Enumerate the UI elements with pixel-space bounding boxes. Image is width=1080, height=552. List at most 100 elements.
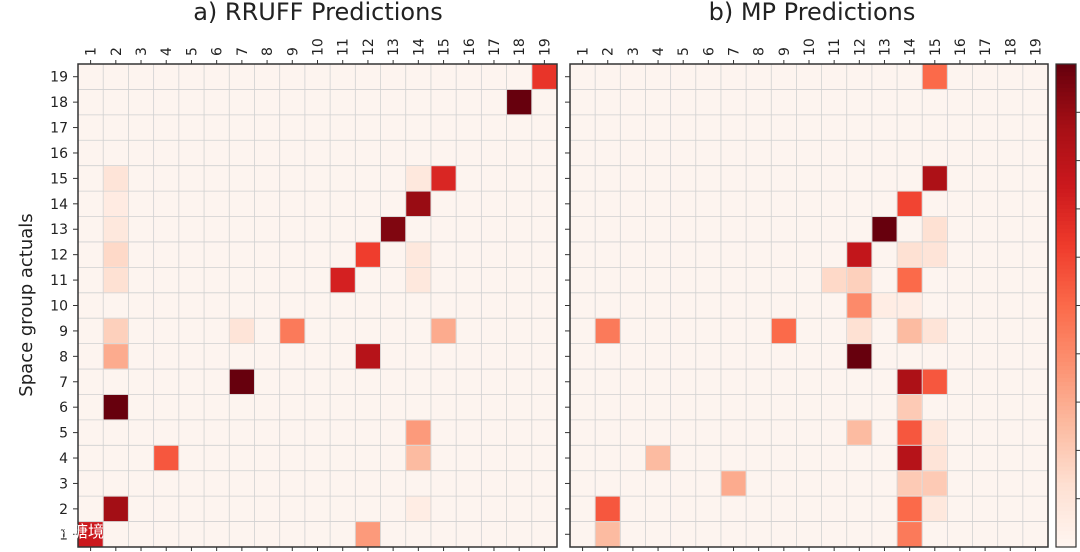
rruff-ytick-label-1: 1 bbox=[59, 527, 68, 543]
rruff-cell-a6-p2 bbox=[103, 394, 128, 420]
rruff-cell-a11-p2 bbox=[103, 267, 128, 293]
mp-cell-a12-p14 bbox=[897, 242, 922, 267]
colorbar-step bbox=[1056, 466, 1076, 472]
rruff-cell-a2-p14 bbox=[406, 496, 431, 522]
mp-cell-a11-p11 bbox=[822, 267, 847, 293]
rruff-xtick-label-19: 19 bbox=[537, 38, 553, 56]
rruff-cell-a9-p7 bbox=[229, 318, 254, 344]
mp-cell-a9-p14 bbox=[897, 318, 922, 344]
rruff-cell-a12-p2 bbox=[103, 242, 128, 267]
colorbar-step bbox=[1056, 168, 1076, 174]
mp-cell-a5-p12 bbox=[847, 420, 872, 445]
mp-xtick-label-16: 16 bbox=[953, 38, 969, 56]
rruff-ytick-label-14: 14 bbox=[50, 197, 68, 213]
rruff-cell-a7-p7 bbox=[229, 369, 254, 394]
mp-xtick-label-3: 3 bbox=[626, 47, 642, 56]
colorbar-step bbox=[1056, 502, 1076, 508]
mp-xtick-label-17: 17 bbox=[978, 38, 994, 56]
colorbar-step bbox=[1056, 148, 1076, 154]
colorbar-step bbox=[1056, 446, 1076, 451]
rruff-cell-a9-p15 bbox=[431, 318, 456, 344]
colorbar-step bbox=[1056, 450, 1076, 456]
colorbar-step bbox=[1056, 84, 1076, 89]
rruff-xtick-label-5: 5 bbox=[184, 47, 200, 56]
rruff-ytick-label-5: 5 bbox=[59, 426, 68, 442]
mp-cell-a7-p14 bbox=[897, 369, 922, 394]
rruff-chart-title: a) RRUFF Predictions bbox=[193, 0, 443, 26]
rruff-ytick-label-2: 2 bbox=[59, 502, 68, 518]
mp-cell-a3-p7 bbox=[721, 471, 746, 496]
rruff-cell-a19-p19 bbox=[532, 64, 557, 89]
colorbar-step bbox=[1056, 204, 1076, 210]
colorbar-step bbox=[1056, 212, 1076, 218]
colorbar-step bbox=[1056, 80, 1076, 85]
rruff-xtick-label-1: 1 bbox=[84, 47, 100, 56]
rruff-xtick-label-13: 13 bbox=[386, 38, 402, 56]
colorbar-step bbox=[1056, 208, 1076, 214]
mp-cell-a3-p15 bbox=[922, 471, 947, 496]
mp-plot-area bbox=[570, 64, 1048, 547]
colorbar-step bbox=[1056, 128, 1076, 134]
mp-cell-a2-p15 bbox=[922, 496, 947, 522]
mp-cell-a7-p15 bbox=[922, 369, 947, 394]
rruff-xtick-label-2: 2 bbox=[109, 47, 125, 56]
rruff-cell-a9-p9 bbox=[280, 318, 305, 344]
colorbar-step bbox=[1056, 542, 1076, 548]
mp-cell-a4-p15 bbox=[922, 445, 947, 471]
colorbar-step bbox=[1056, 353, 1076, 359]
rruff-ytick-label-10: 10 bbox=[50, 299, 68, 315]
colorbar-step bbox=[1056, 494, 1076, 500]
colorbar-step bbox=[1056, 341, 1076, 347]
colorbar-step bbox=[1056, 152, 1076, 158]
colorbar-step bbox=[1056, 269, 1076, 274]
colorbar-step bbox=[1056, 245, 1076, 250]
colorbar-step bbox=[1056, 373, 1076, 379]
rruff-xtick-label-11: 11 bbox=[336, 38, 352, 56]
colorbar-step bbox=[1056, 265, 1076, 270]
colorbar-step bbox=[1056, 116, 1076, 121]
colorbar-step bbox=[1056, 233, 1076, 238]
colorbar-step bbox=[1056, 522, 1076, 528]
rruff-cell-a14-p14 bbox=[406, 191, 431, 217]
colorbar-step bbox=[1056, 510, 1076, 516]
rruff-cell-a5-p14 bbox=[406, 420, 431, 445]
watermark-text: 大数瑭境 bbox=[40, 522, 104, 541]
mp-cell-a11-p14 bbox=[897, 267, 922, 293]
colorbar-step bbox=[1056, 482, 1076, 488]
colorbar-step bbox=[1056, 180, 1076, 186]
colorbar-step bbox=[1056, 112, 1076, 117]
colorbar-step bbox=[1056, 216, 1076, 222]
rruff-ytick-label-18: 18 bbox=[50, 95, 68, 111]
colorbar-step bbox=[1056, 357, 1076, 363]
mp-cell-a1-p2 bbox=[595, 522, 620, 547]
colorbar-step bbox=[1056, 321, 1076, 327]
colorbar-step bbox=[1056, 249, 1076, 254]
mp-xtick-label-19: 19 bbox=[1028, 38, 1044, 56]
rruff-ytick-label-3: 3 bbox=[59, 476, 68, 492]
colorbar-step bbox=[1056, 257, 1076, 262]
rruff-cell-a14-p2 bbox=[103, 191, 128, 217]
mp-cell-a13-p15 bbox=[922, 217, 947, 242]
mp-xtick-label-18: 18 bbox=[1003, 38, 1019, 56]
rruff-xtick-label-12: 12 bbox=[361, 38, 377, 56]
colorbar-step bbox=[1056, 434, 1076, 439]
colorbar-step bbox=[1056, 349, 1076, 355]
colorbar-step bbox=[1056, 64, 1076, 69]
mp-xtick-label-8: 8 bbox=[752, 47, 768, 56]
colorbar-step bbox=[1056, 297, 1076, 303]
rruff-cell-a11-p14 bbox=[406, 267, 431, 293]
watermark-logo-icon bbox=[11, 520, 33, 542]
colorbar-step bbox=[1056, 120, 1076, 125]
mp-cell-a4-p4 bbox=[645, 445, 671, 471]
colorbar-step bbox=[1056, 386, 1076, 391]
colorbar-step bbox=[1056, 390, 1076, 395]
mp-cell-a2-p2 bbox=[595, 496, 620, 522]
colorbar-step bbox=[1056, 365, 1076, 371]
mp-cell-a9-p2 bbox=[595, 318, 620, 344]
rruff-ytick-label-17: 17 bbox=[50, 121, 68, 137]
rruff-ytick-label-4: 4 bbox=[59, 451, 68, 467]
colorbar-step bbox=[1056, 458, 1076, 464]
mp-cell-a1-p14 bbox=[897, 522, 922, 547]
rruff-xtick-label-6: 6 bbox=[210, 47, 226, 56]
rruff-ytick-label-13: 13 bbox=[50, 222, 68, 238]
